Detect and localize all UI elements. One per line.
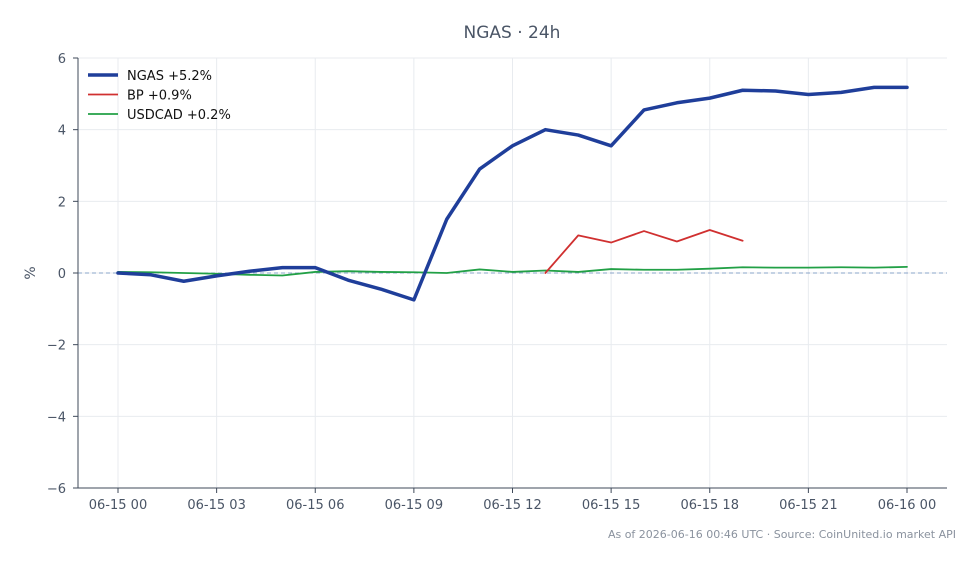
axes: −6 −4 −2 0 2 4 6 06-15 00 06-15 03 06-15 06 06-15 … [47,52,947,513]
y-axis-label: % [23,266,39,279]
series-line-2 [117,266,908,277]
footer-note: As of 2026-06-16 00:46 UTC · Source: Coi… [608,528,956,541]
x-tick-label: 06-15 00 [89,498,147,513]
x-tick-label: 06-15 15 [582,498,640,513]
x-tick-label: 06-16 00 [878,498,936,513]
x-tick-label: 06-15 06 [286,498,344,513]
legend-label-2: USDCAD +0.2% [127,108,231,123]
series-line-1 [544,229,744,274]
y-tick-label: 4 [58,124,66,139]
series-lines [116,85,909,302]
y-tick-label: −6 [47,482,66,497]
chart-title: NGAS · 24h [464,23,561,43]
y-tick-label: −4 [47,410,66,425]
legend-label-1: BP +0.9% [127,89,192,104]
x-tick-label: 06-15 18 [681,498,739,513]
x-tick-label: 06-15 21 [779,498,837,513]
x-tick-label: 06-15 09 [385,498,443,513]
x-tick-label: 06-15 03 [187,498,245,513]
y-tick-label: 6 [58,52,66,67]
legend: NGAS +5.2% BP +0.9% USDCAD +0.2% [88,69,231,123]
y-tick-label: −2 [47,339,66,354]
y-tick-label: 0 [58,267,66,282]
y-tick-label: 2 [58,195,66,210]
series-line-0 [116,85,909,302]
x-tick-label: 06-15 12 [483,498,541,513]
legend-label-0: NGAS +5.2% [127,69,212,84]
